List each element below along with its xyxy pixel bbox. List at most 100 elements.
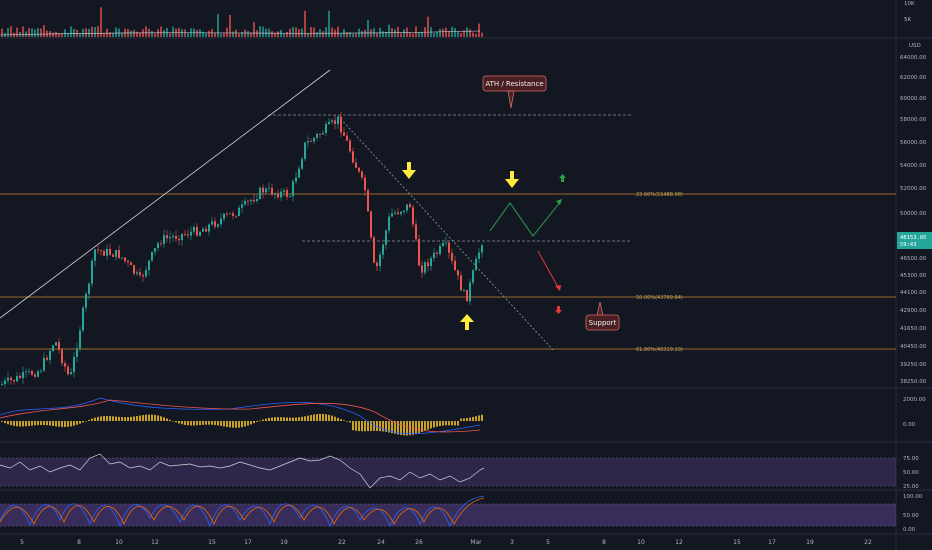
macd-hist-bar	[463, 418, 465, 421]
macd-hist-bar	[25, 421, 27, 427]
macd-hist-bar	[268, 417, 270, 421]
macd-hist-bar	[262, 419, 264, 421]
macd-hist-bar	[472, 416, 474, 421]
candle-body	[424, 262, 426, 273]
macd-hist-bar	[202, 421, 204, 425]
candle-body	[301, 158, 303, 169]
candle-body	[115, 250, 117, 257]
volume-bar	[283, 33, 285, 37]
candle-body	[466, 289, 468, 302]
time-axis-label: 17	[244, 539, 252, 546]
candle-body	[172, 235, 174, 238]
macd-hist-bar	[136, 416, 138, 421]
volume-bar	[367, 19, 369, 37]
volume-bar	[217, 14, 219, 37]
macd-hist-bar	[307, 415, 309, 421]
candle-body	[334, 120, 336, 124]
candle-body	[418, 239, 420, 266]
candle-body	[124, 257, 126, 262]
candle-body	[385, 230, 387, 245]
macd-hist-bar	[157, 415, 159, 421]
volume-bar	[304, 10, 306, 37]
macd-hist-bar	[442, 421, 444, 426]
price-axis-label: 50000.00	[900, 211, 927, 217]
candle-body	[343, 132, 345, 136]
candle-body	[361, 171, 363, 178]
bull-projection-arrowhead	[556, 199, 562, 205]
bear-projection-arrowhead	[555, 285, 561, 291]
macd-hist-bar	[421, 421, 423, 433]
candle-body	[130, 262, 132, 266]
time-axis-label: 5	[20, 539, 24, 546]
macd-hist-bar	[370, 421, 372, 432]
candle-body	[298, 168, 300, 178]
macd-hist-bar	[451, 421, 453, 426]
macd-hist-bar	[61, 421, 63, 427]
candle-body	[205, 228, 207, 232]
volume-bar	[346, 32, 348, 37]
macd-hist-bar	[238, 421, 240, 428]
time-axis-label: 8	[602, 539, 606, 546]
candle-body	[370, 211, 372, 238]
candle-body	[415, 224, 417, 240]
macd-hist-bar	[313, 414, 315, 421]
candle-body	[367, 190, 369, 212]
candle-body	[442, 242, 444, 246]
candle-body	[451, 252, 453, 261]
macd-hist-bar	[415, 421, 417, 435]
candle-body	[34, 374, 36, 377]
volume-bar	[247, 31, 249, 37]
candle-body	[229, 213, 231, 215]
candle-body	[169, 237, 171, 239]
volume-bar	[121, 32, 123, 37]
candle-body	[25, 371, 27, 373]
candle-body	[151, 251, 153, 261]
green-up-arrow-icon	[559, 174, 566, 182]
volume-bar	[469, 29, 471, 37]
ath-resistance-label: ATH / Resistance	[485, 80, 543, 88]
volume-bar	[415, 26, 417, 37]
candle-body	[310, 141, 312, 142]
fib-236-label: 23.60%(51488.98)	[636, 192, 683, 198]
macd-hist-bar	[412, 421, 414, 435]
macd-hist-bar	[154, 414, 156, 421]
volume-bar	[454, 27, 456, 37]
macd-hist-bar	[319, 413, 321, 421]
macd-hist-bar	[478, 415, 480, 421]
volume-bar	[241, 32, 243, 37]
macd-axis-label: 0.00	[903, 422, 916, 428]
candle-body	[409, 204, 411, 208]
volume-bar	[166, 27, 168, 37]
price-axis-label: 41650.00	[900, 326, 927, 332]
macd-hist-bar	[286, 417, 288, 421]
price-axis-label: 45300.00	[900, 273, 927, 279]
volume-bar	[196, 29, 198, 37]
volume-bar	[28, 27, 30, 37]
candle-body	[175, 235, 177, 239]
candle-body	[181, 233, 183, 241]
candle-body	[166, 235, 168, 239]
stoch-axis-label: 0.00	[903, 527, 916, 533]
volume-bar	[61, 33, 63, 37]
volume-bar	[382, 31, 384, 37]
macd-hist-bar	[250, 421, 252, 425]
macd-hist-bar	[364, 421, 366, 432]
candle-body	[427, 262, 429, 267]
volume-bar	[436, 31, 438, 37]
candle-body	[121, 257, 123, 259]
macd-hist-bar	[73, 421, 75, 426]
volume-bar	[289, 28, 291, 37]
volume-bar	[265, 28, 267, 37]
macd-hist-bar	[328, 414, 330, 421]
candle-body	[106, 248, 108, 256]
macd-hist-bar	[340, 419, 342, 421]
candle-body	[157, 243, 159, 249]
macd-hist-bar	[145, 414, 147, 421]
rsi-line	[0, 453, 485, 489]
volume-bar	[103, 33, 105, 37]
fib-500-label: 50.00%(43789.84)	[636, 295, 683, 301]
candle-body	[469, 282, 471, 302]
macd-hist-bar	[301, 416, 303, 421]
